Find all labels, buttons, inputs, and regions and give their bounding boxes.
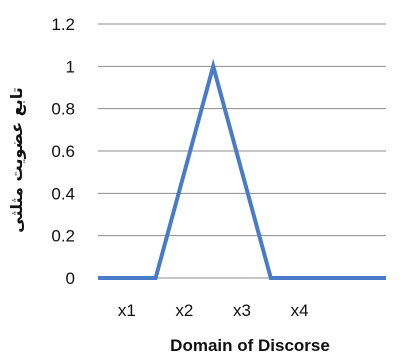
x-tick-labels: x1 x2 x3 x4 bbox=[118, 301, 309, 320]
y-tick-label: 0.4 bbox=[51, 184, 75, 203]
y-tick-label: 0.6 bbox=[51, 142, 75, 161]
series-line bbox=[98, 58, 386, 280]
x-tick-label: x2 bbox=[175, 301, 193, 320]
gridlines bbox=[98, 23, 386, 279]
y-tick-label: 0 bbox=[66, 269, 75, 288]
y-axis-title: تابع عضویت مثلثی bbox=[7, 87, 26, 232]
y-tick-label: 1.2 bbox=[51, 15, 75, 34]
series-layer bbox=[98, 58, 386, 280]
x-tick-label: x1 bbox=[118, 301, 136, 320]
y-tick-labels: 0 0.2 0.4 0.6 0.8 1 1.2 bbox=[51, 15, 75, 288]
x-axis-title: Domain of Discorse bbox=[170, 336, 330, 355]
y-tick-label: 0.2 bbox=[51, 227, 75, 246]
y-tick-label: 0.8 bbox=[51, 100, 75, 119]
x-tick-label: x3 bbox=[233, 301, 251, 320]
x-tick-label: x4 bbox=[291, 301, 309, 320]
y-tick-label: 1 bbox=[66, 57, 75, 76]
